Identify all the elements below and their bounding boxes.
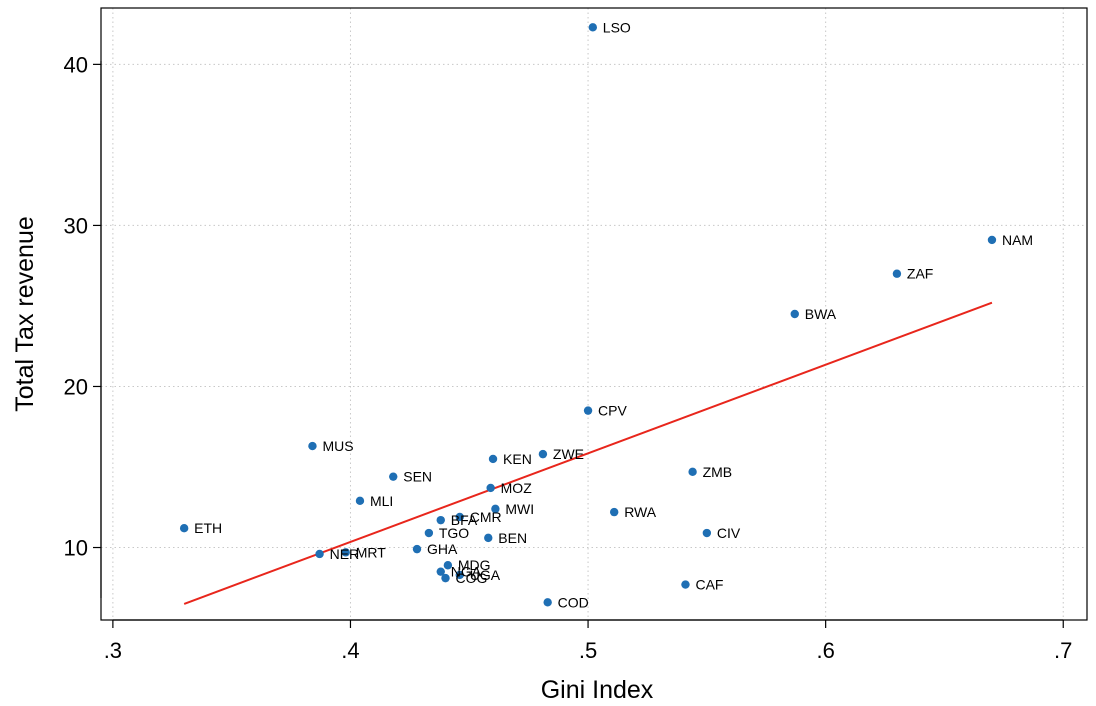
x-tick-label: .6 — [816, 638, 834, 663]
point-label: ZAF — [907, 266, 933, 282]
data-point — [484, 533, 493, 543]
data-point — [412, 544, 422, 554]
data-point — [436, 567, 445, 576]
point-label: NAM — [1002, 232, 1033, 248]
point-label: MOZ — [501, 480, 533, 496]
data-point — [488, 454, 498, 464]
y-tick-label: 20 — [64, 374, 88, 399]
point-labels: LSO NAM ZAF BWA CPV MUS KEN ZWE ZMB SEN MOZ MLI MWI R… — [194, 19, 1033, 610]
data-point — [609, 507, 619, 517]
y-axis: 10 20 30 40 — [64, 52, 102, 598]
point-label: COD — [558, 594, 589, 610]
point-label: CAF — [695, 577, 723, 593]
data-point — [355, 496, 365, 506]
data-point — [341, 548, 350, 557]
data-point — [308, 441, 317, 451]
gridlines — [101, 8, 1087, 620]
data-point — [315, 549, 324, 559]
data-point — [790, 309, 799, 319]
point-label: CIV — [717, 525, 741, 541]
data-point — [389, 472, 398, 481]
data-point — [538, 449, 548, 459]
data-point — [424, 528, 434, 538]
point-label: SEN — [403, 469, 432, 485]
data-point — [588, 23, 598, 32]
point-label: COG — [456, 570, 488, 586]
x-tick-label: .7 — [1054, 638, 1072, 663]
y-tick-label: 10 — [64, 536, 88, 561]
data-point — [491, 504, 500, 514]
data-point — [455, 512, 464, 522]
data-point — [436, 515, 445, 525]
data-point — [179, 524, 189, 533]
data-points — [179, 23, 997, 607]
point-label: BFA — [451, 512, 478, 528]
data-point — [486, 483, 495, 493]
data-point — [455, 570, 464, 580]
y-axis-title: Total Tax revenue — [11, 216, 39, 412]
x-axis: .3 .4 .5 .6 .7 — [104, 619, 1072, 663]
point-label: TGO — [439, 525, 469, 541]
point-label: CPV — [598, 403, 627, 419]
point-label: NER — [330, 546, 360, 562]
point-label: MDG — [458, 557, 491, 573]
point-label: MUS — [322, 438, 353, 454]
y-tick-label: 40 — [64, 52, 88, 77]
point-label: MLI — [370, 493, 393, 509]
point-label: BEN — [498, 530, 527, 546]
point-label: GHA — [427, 541, 458, 557]
point-label: UGA — [470, 567, 501, 583]
data-point — [443, 561, 453, 570]
point-label: ZMB — [703, 464, 733, 480]
point-label: KEN — [503, 451, 532, 467]
point-label: ZWE — [553, 446, 584, 462]
data-point — [688, 467, 697, 477]
y-tick-label: 30 — [64, 213, 88, 238]
x-axis-title: Gini Index — [541, 676, 654, 704]
point-label: MRT — [356, 544, 387, 560]
point-label: BWA — [805, 306, 837, 322]
x-tick-label: .3 — [104, 638, 122, 663]
x-tick-label: .5 — [579, 638, 597, 663]
point-label: CMR — [470, 509, 502, 525]
data-point — [892, 269, 902, 278]
point-label: ETH — [194, 520, 222, 536]
data-point — [681, 580, 690, 589]
data-point — [987, 235, 997, 245]
x-tick-label: .4 — [341, 638, 359, 663]
point-label: LSO — [603, 19, 631, 35]
data-point — [583, 406, 593, 415]
point-label: RWA — [624, 504, 657, 520]
data-point — [441, 573, 450, 583]
point-label: MWI — [505, 501, 534, 517]
point-label: NGA — [451, 564, 482, 580]
data-point — [702, 528, 712, 538]
data-point — [543, 598, 552, 607]
